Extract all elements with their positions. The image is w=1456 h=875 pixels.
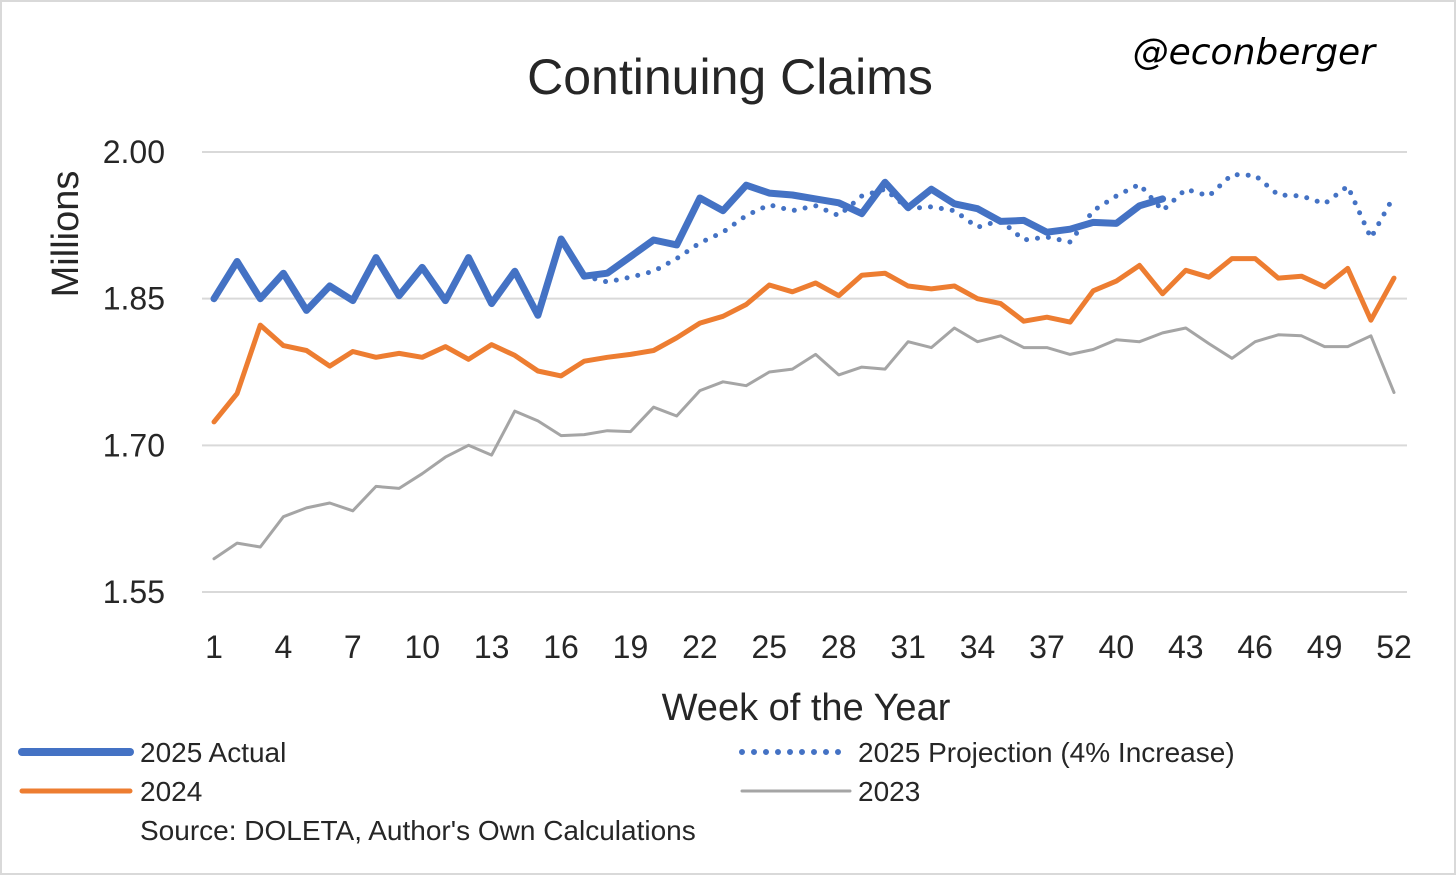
legend-label-2025-actual: 2025 Actual bbox=[140, 737, 286, 768]
legend: 2025 Actual 2025 Projection (4% Increase… bbox=[18, 737, 1235, 807]
x-tick-label: 28 bbox=[821, 629, 857, 665]
series-line-2025-projection-4-increase bbox=[581, 172, 1397, 285]
y-axis-label: Millions bbox=[45, 171, 87, 298]
x-tick-label: 34 bbox=[960, 629, 996, 665]
x-tick-label: 46 bbox=[1237, 629, 1273, 665]
legend-label-2024: 2024 bbox=[140, 776, 202, 807]
series-line-2025-actual bbox=[210, 178, 1167, 319]
x-tick-label: 13 bbox=[474, 629, 510, 665]
legend-label-2025-projection: 2025 Projection (4% Increase) bbox=[858, 737, 1235, 768]
source-note: Source: DOLETA, Author's Own Calculation… bbox=[140, 815, 696, 846]
x-tick-label: 22 bbox=[682, 629, 718, 665]
series-line-2023 bbox=[212, 326, 1396, 561]
x-tick-label: 10 bbox=[404, 629, 440, 665]
y-tick-label: 1.85 bbox=[103, 281, 165, 317]
x-tick-label: 40 bbox=[1099, 629, 1135, 665]
legend-label-2023: 2023 bbox=[858, 776, 920, 807]
x-tick-label: 25 bbox=[751, 629, 787, 665]
gridlines bbox=[202, 151, 1407, 593]
chart-title: Continuing Claims bbox=[527, 49, 933, 105]
x-axis-ticks: 1 4 7 10 13 16 19 22 25 28 31 34 37 40 43 46 49 52 bbox=[205, 629, 1412, 665]
x-tick-label: 16 bbox=[543, 629, 579, 665]
x-tick-label: 4 bbox=[275, 629, 293, 665]
x-tick-label: 37 bbox=[1029, 629, 1065, 665]
y-axis-ticks: 1.55 1.70 1.85 2.00 bbox=[103, 134, 165, 610]
y-tick-label: 2.00 bbox=[103, 134, 165, 170]
y-tick-label: 1.70 bbox=[103, 427, 165, 463]
author-handle: @econberger bbox=[1133, 32, 1378, 73]
series-lines bbox=[210, 172, 1397, 561]
x-tick-label: 31 bbox=[890, 629, 926, 665]
x-tick-label: 7 bbox=[344, 629, 362, 665]
x-tick-label: 1 bbox=[205, 629, 223, 665]
x-tick-label: 43 bbox=[1168, 629, 1204, 665]
x-tick-label: 49 bbox=[1307, 629, 1343, 665]
x-axis-label: Week of the Year bbox=[662, 687, 951, 729]
x-tick-label: 19 bbox=[613, 629, 649, 665]
x-tick-label: 52 bbox=[1376, 629, 1412, 665]
series-line-2024 bbox=[211, 256, 1397, 425]
y-tick-label: 1.55 bbox=[103, 574, 165, 610]
